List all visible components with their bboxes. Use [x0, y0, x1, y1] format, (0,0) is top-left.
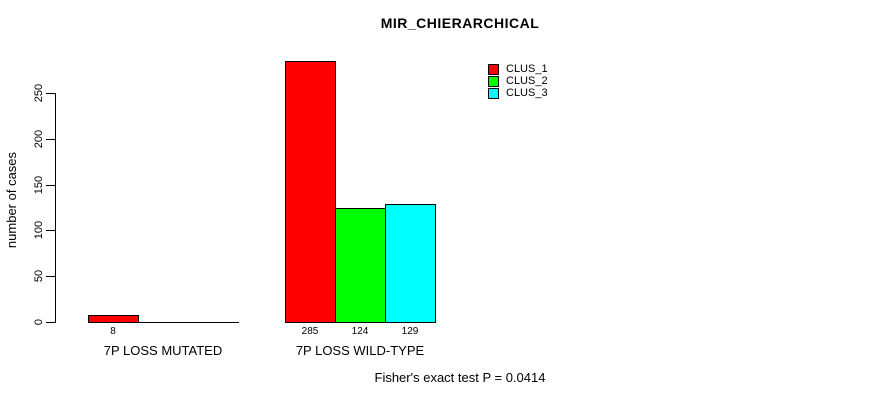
legend-label: CLUS_3 [506, 87, 548, 99]
legend-swatch-CLUS_1 [488, 64, 499, 75]
y-tick [46, 322, 55, 323]
bar-value-label: 129 [401, 326, 419, 337]
chart-title: MIR_CHIERARCHICAL [380, 15, 540, 31]
bar-CLUS_1 [285, 61, 336, 323]
y-tick [46, 93, 55, 94]
x-category-label: 7P LOSS MUTATED [103, 343, 223, 358]
bar-CLUS_3 [385, 204, 436, 323]
y-tick [46, 230, 55, 231]
bar-value-label: 8 [110, 326, 116, 337]
y-tick [46, 139, 55, 140]
y-tick-label: 200 [33, 129, 45, 149]
bar-value-label: 285 [301, 326, 319, 337]
legend-swatch-CLUS_2 [488, 76, 499, 87]
y-tick [46, 185, 55, 186]
legend-label: CLUS_2 [506, 75, 548, 87]
bar-CLUS_2 [335, 208, 386, 323]
y-tick-label: 100 [33, 220, 45, 240]
group-baseline [88, 322, 239, 323]
legend-swatch-CLUS_3 [488, 88, 499, 99]
bar-value-label: 124 [351, 326, 369, 337]
y-tick-label: 50 [33, 269, 45, 283]
y-tick [46, 276, 55, 277]
legend-label: CLUS_1 [506, 63, 548, 75]
y-axis-label: number of cases [4, 151, 19, 249]
y-axis-line [55, 93, 56, 323]
x-category-label: 7P LOSS WILD-TYPE [295, 343, 425, 358]
y-tick-label: 0 [33, 318, 45, 326]
bar-CLUS_1 [88, 315, 139, 323]
y-tick-label: 250 [33, 83, 45, 103]
annotation-text: Fisher's exact test P = 0.0414 [374, 370, 546, 385]
y-tick-label: 150 [33, 175, 45, 195]
